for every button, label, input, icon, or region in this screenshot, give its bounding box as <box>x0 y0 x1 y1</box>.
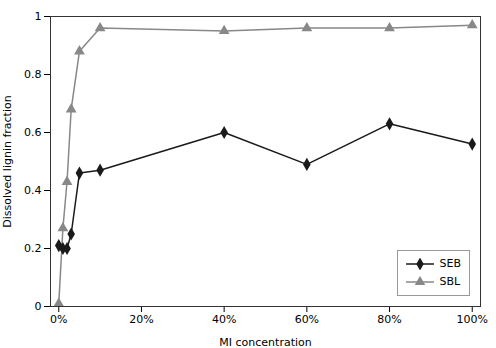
svg-text:100%: 100% <box>457 313 488 326</box>
svg-text:MI concentration: MI concentration <box>219 336 311 348</box>
svg-text:0.4: 0.4 <box>24 184 42 197</box>
svg-text:0: 0 <box>35 300 42 313</box>
svg-text:0%: 0% <box>50 313 67 326</box>
svg-text:0.8: 0.8 <box>24 68 42 81</box>
html-text:SBL: SBL <box>439 275 461 288</box>
svg-text:40%: 40% <box>212 313 236 326</box>
svg-text:60%: 60% <box>295 313 319 326</box>
svg-text:0.6: 0.6 <box>24 126 42 139</box>
svg-text:0.2: 0.2 <box>24 242 42 255</box>
svg-text:Dissolved lignin fraction: Dissolved lignin fraction <box>1 95 14 227</box>
svg-text:20%: 20% <box>129 313 153 326</box>
svg-text:1: 1 <box>35 10 42 23</box>
html-text:SEB: SEB <box>439 257 461 270</box>
svg-text:80%: 80% <box>377 313 401 326</box>
